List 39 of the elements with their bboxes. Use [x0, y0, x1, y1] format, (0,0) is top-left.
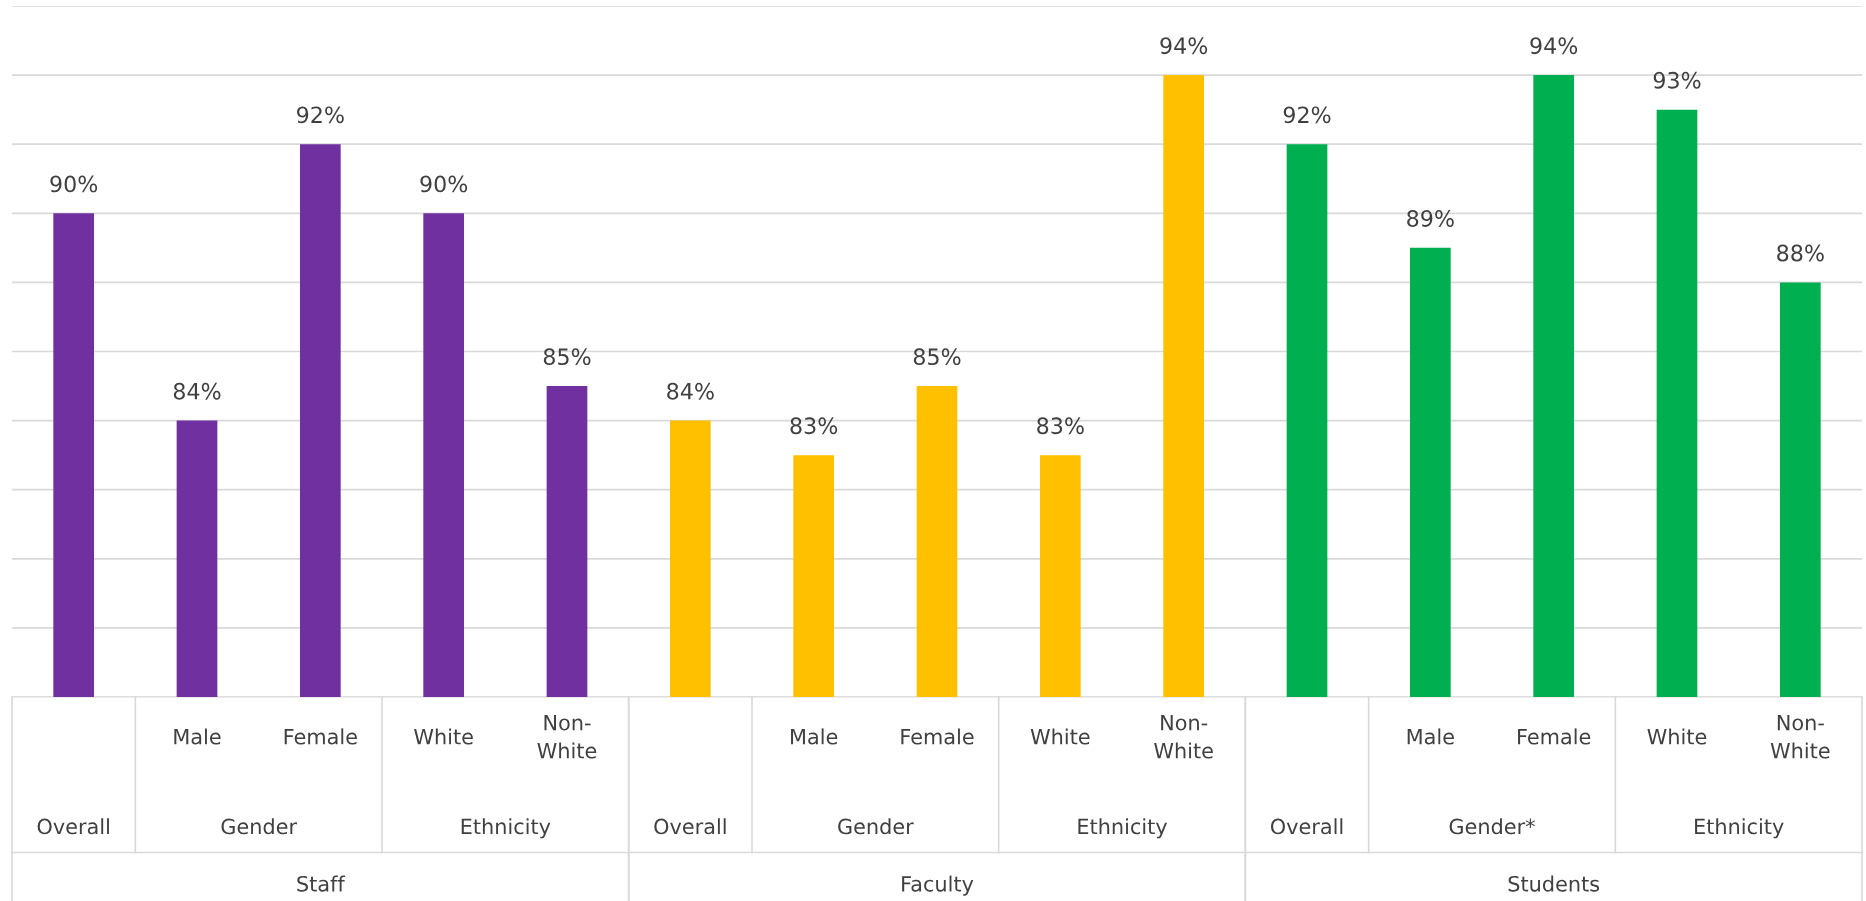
text: Overall — [37, 818, 109, 835]
x-tick-label: Female — [1518, 728, 1591, 745]
data-label: 89% — [1407, 210, 1454, 227]
data-label: 94% — [1160, 37, 1208, 55]
data-label: 92% — [1283, 106, 1331, 124]
x-tick-label: Male — [791, 728, 838, 745]
text: Ethnicity — [1695, 818, 1784, 839]
text: Gender* — [1449, 818, 1535, 835]
text: Staff — [297, 875, 346, 892]
data-label: 93% — [1653, 71, 1701, 89]
text: Overall — [654, 818, 726, 835]
data-label: 85% — [543, 348, 591, 366]
x-tick-label: Female — [284, 728, 357, 745]
x-tick-label: Male — [1407, 728, 1454, 745]
x-tick-label: Non-White — [537, 714, 597, 759]
x-tick-label: White — [1647, 728, 1707, 745]
text: Gender — [838, 818, 914, 835]
data-label: 90% — [50, 175, 98, 193]
x-tick-label: White — [1030, 728, 1090, 745]
data-label: 88% — [1777, 244, 1824, 262]
x-tick-label: Male — [174, 728, 221, 745]
data-label: 84% — [667, 382, 714, 400]
data-label: 92% — [297, 106, 344, 124]
data-label: 90% — [420, 175, 468, 193]
text: Students — [1508, 875, 1600, 892]
x-tick-label: Female — [901, 728, 974, 745]
text: Overall — [1270, 818, 1343, 835]
text: Faculty — [902, 875, 974, 896]
x-tick-label: White — [414, 728, 473, 745]
data-label: 94% — [1530, 37, 1578, 55]
text: Gender — [221, 818, 298, 835]
data-label: 84% — [173, 382, 221, 400]
data-label: 85% — [913, 348, 961, 366]
text: Ethnicity — [461, 818, 551, 839]
data-label: 83% — [1037, 417, 1084, 435]
x-tick-label: Non-White — [1770, 714, 1830, 759]
text: Ethnicity — [1078, 818, 1168, 839]
x-tick-label: Non-White — [1154, 714, 1213, 759]
data-label: 83% — [790, 417, 838, 435]
